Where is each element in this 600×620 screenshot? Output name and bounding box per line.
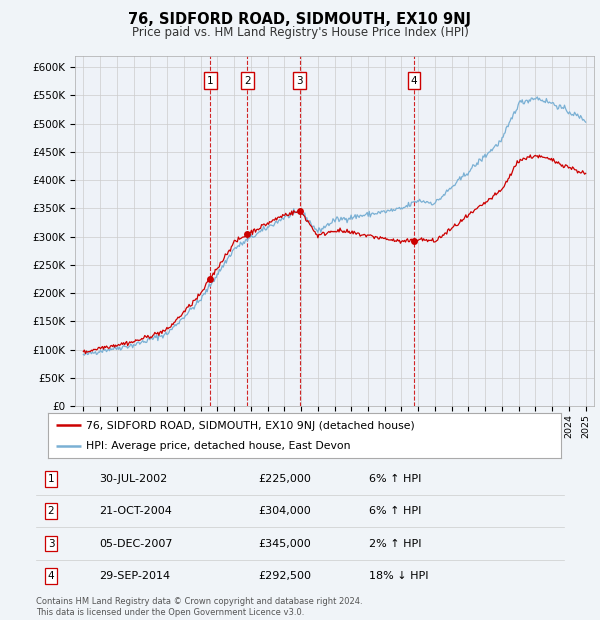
Text: 21-OCT-2004: 21-OCT-2004 — [99, 506, 172, 516]
Text: 30-JUL-2002: 30-JUL-2002 — [99, 474, 167, 484]
Text: 2% ↑ HPI: 2% ↑ HPI — [369, 539, 421, 549]
Text: 4: 4 — [47, 571, 55, 581]
Text: £225,000: £225,000 — [258, 474, 311, 484]
Text: £292,500: £292,500 — [258, 571, 311, 581]
Text: 2: 2 — [47, 506, 55, 516]
Text: £345,000: £345,000 — [258, 539, 311, 549]
Text: 3: 3 — [296, 76, 303, 86]
Text: 4: 4 — [411, 76, 418, 86]
Text: 29-SEP-2014: 29-SEP-2014 — [99, 571, 170, 581]
Text: 76, SIDFORD ROAD, SIDMOUTH, EX10 9NJ (detached house): 76, SIDFORD ROAD, SIDMOUTH, EX10 9NJ (de… — [86, 422, 415, 432]
Text: 6% ↑ HPI: 6% ↑ HPI — [369, 474, 421, 484]
Text: £304,000: £304,000 — [258, 506, 311, 516]
Text: HPI: Average price, detached house, East Devon: HPI: Average price, detached house, East… — [86, 441, 351, 451]
Text: 18% ↓ HPI: 18% ↓ HPI — [369, 571, 428, 581]
Text: 6% ↑ HPI: 6% ↑ HPI — [369, 506, 421, 516]
Text: Contains HM Land Registry data © Crown copyright and database right 2024.
This d: Contains HM Land Registry data © Crown c… — [36, 598, 362, 617]
Text: 1: 1 — [47, 474, 55, 484]
Text: 2: 2 — [244, 76, 251, 86]
Text: 3: 3 — [47, 539, 55, 549]
Text: 1: 1 — [207, 76, 214, 86]
Text: Price paid vs. HM Land Registry's House Price Index (HPI): Price paid vs. HM Land Registry's House … — [131, 26, 469, 39]
Text: 05-DEC-2007: 05-DEC-2007 — [99, 539, 173, 549]
Text: 76, SIDFORD ROAD, SIDMOUTH, EX10 9NJ: 76, SIDFORD ROAD, SIDMOUTH, EX10 9NJ — [128, 12, 472, 27]
